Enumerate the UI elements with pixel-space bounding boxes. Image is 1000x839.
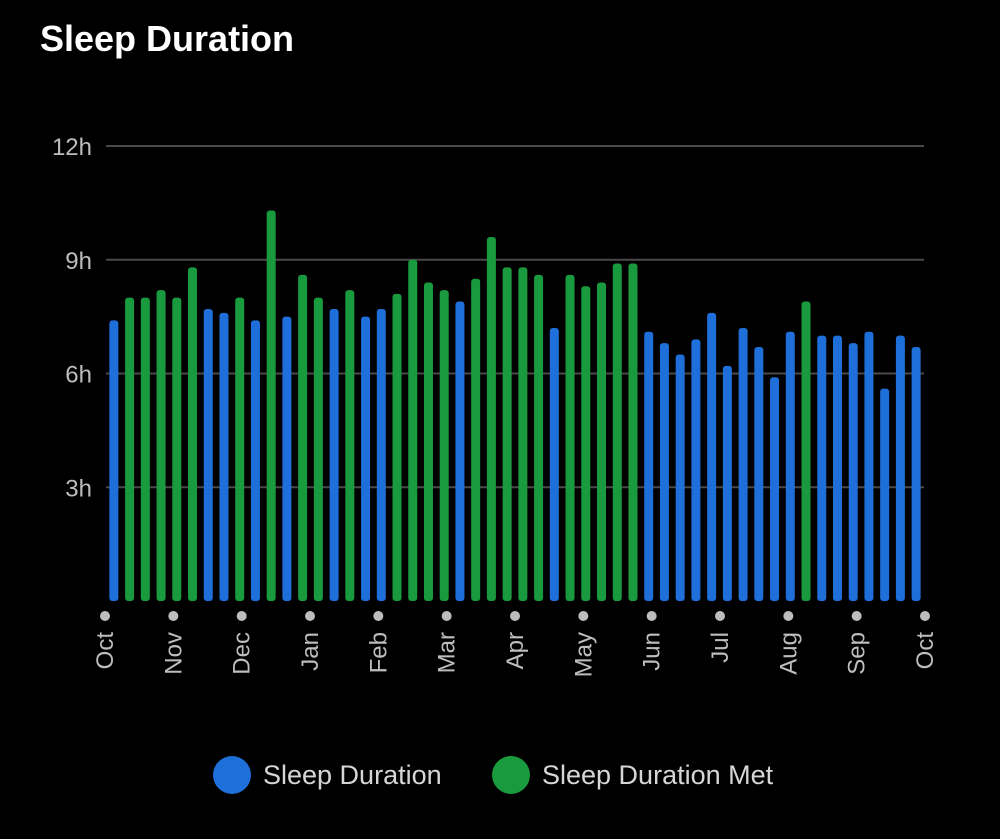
x-tick-label: Sep bbox=[844, 632, 871, 675]
bar-sleep-duration-met[interactable] bbox=[628, 263, 638, 601]
bar-sleep-duration[interactable] bbox=[911, 346, 921, 601]
y-tick-label: 3h bbox=[65, 475, 92, 502]
x-tick-label: Apr bbox=[502, 632, 529, 669]
legend-swatch-sleep-duration bbox=[213, 756, 251, 794]
x-tick-label: Dec bbox=[229, 632, 256, 675]
legend: Sleep Duration Sleep Duration Met bbox=[0, 756, 1000, 802]
x-tick-dot bbox=[373, 611, 384, 621]
x-tick-dot bbox=[920, 611, 930, 621]
x-tick-dot bbox=[100, 611, 110, 621]
x-tick-label: Feb bbox=[365, 632, 392, 673]
bar-sleep-duration-met[interactable] bbox=[518, 267, 528, 601]
bar-sleep-duration-met[interactable] bbox=[345, 290, 355, 601]
x-tick-label: May bbox=[570, 632, 597, 677]
bar-sleep-duration-met[interactable] bbox=[502, 267, 512, 601]
chart-title: Sleep Duration bbox=[40, 18, 295, 59]
bar-sleep-duration[interactable] bbox=[376, 309, 386, 601]
bar-sleep-duration-met[interactable] bbox=[188, 267, 198, 601]
bar-sleep-duration[interactable] bbox=[361, 316, 371, 601]
bar-sleep-duration-met[interactable] bbox=[423, 282, 433, 602]
x-tick-label: Jan bbox=[297, 632, 324, 671]
bar-sleep-duration[interactable] bbox=[219, 312, 229, 601]
x-tick-dot bbox=[236, 611, 247, 621]
x-tick-label: Oct bbox=[92, 632, 119, 670]
bar-sleep-duration-met[interactable] bbox=[612, 263, 622, 601]
legend-item-sleep-duration-met[interactable]: Sleep Duration Met bbox=[492, 756, 773, 794]
x-tick-dot bbox=[510, 611, 520, 621]
legend-label-sleep-duration-met: Sleep Duration Met bbox=[542, 759, 774, 790]
x-tick-label: Jun bbox=[639, 632, 666, 671]
x-tick-label: Nov bbox=[160, 632, 187, 675]
bar-sleep-duration-met[interactable] bbox=[156, 290, 166, 601]
bar-sleep-duration[interactable] bbox=[675, 354, 685, 601]
bar-sleep-duration-met[interactable] bbox=[581, 286, 591, 601]
bar-sleep-duration-met[interactable] bbox=[392, 293, 402, 601]
legend-item-sleep-duration[interactable]: Sleep Duration bbox=[213, 756, 442, 794]
bar-sleep-duration-met[interactable] bbox=[313, 297, 323, 601]
x-tick-label: Mar bbox=[434, 632, 461, 673]
x-tick-dot bbox=[578, 611, 589, 621]
bar-sleep-duration-met[interactable] bbox=[266, 210, 276, 602]
bar-sleep-duration[interactable] bbox=[817, 335, 827, 601]
y-tick-label: 12h bbox=[52, 134, 92, 161]
x-axis: Oct Nov Dec Jan Feb Mar Apr May Jun Jul Aug Sep Oct bbox=[92, 611, 939, 677]
bar-sleep-duration-met[interactable] bbox=[408, 259, 418, 601]
x-tick-label: Jul bbox=[707, 632, 734, 663]
x-tick-dot bbox=[783, 611, 794, 621]
bar-sleep-duration-met[interactable] bbox=[298, 274, 308, 601]
bar-sleep-duration-met[interactable] bbox=[235, 297, 245, 601]
bar-sleep-duration[interactable] bbox=[691, 339, 701, 601]
bar-sleep-duration[interactable] bbox=[770, 377, 780, 601]
bar-sleep-duration[interactable] bbox=[644, 331, 654, 601]
bar-sleep-duration[interactable] bbox=[282, 316, 292, 601]
bar-sleep-duration[interactable] bbox=[832, 335, 842, 601]
bars bbox=[109, 210, 921, 602]
bar-sleep-duration[interactable] bbox=[722, 365, 732, 601]
x-tick-dot bbox=[851, 611, 862, 621]
legend-swatch-sleep-duration-met bbox=[492, 756, 530, 794]
sleep-duration-chart: 3h 6h 9h 12h Oct Nov Dec Jan Feb Mar Apr May Jun Jul… bbox=[52, 134, 939, 677]
bar-sleep-duration[interactable] bbox=[738, 328, 748, 601]
bar-sleep-duration[interactable] bbox=[455, 301, 465, 601]
bar-sleep-duration[interactable] bbox=[659, 343, 669, 601]
bar-sleep-duration[interactable] bbox=[848, 343, 858, 601]
y-tick-label: 6h bbox=[65, 362, 92, 389]
bar-sleep-duration-met[interactable] bbox=[534, 274, 544, 601]
bar-sleep-duration[interactable] bbox=[864, 331, 874, 601]
bar-sleep-duration[interactable] bbox=[754, 346, 764, 601]
x-tick-dot bbox=[441, 611, 452, 621]
bar-sleep-duration-met[interactable] bbox=[597, 282, 607, 602]
bar-sleep-duration[interactable] bbox=[549, 328, 559, 601]
bar-sleep-duration-met[interactable] bbox=[801, 301, 811, 601]
bar-sleep-duration[interactable] bbox=[203, 309, 213, 601]
bar-sleep-duration[interactable] bbox=[880, 388, 890, 601]
x-tick-dot bbox=[305, 611, 315, 621]
x-tick-dot bbox=[168, 611, 179, 621]
bar-sleep-duration[interactable] bbox=[109, 320, 119, 601]
x-tick-dot bbox=[715, 611, 725, 621]
bar-sleep-duration[interactable] bbox=[250, 320, 260, 601]
x-tick-dot bbox=[646, 611, 657, 621]
bar-sleep-duration-met[interactable] bbox=[140, 297, 150, 601]
bar-sleep-duration-met[interactable] bbox=[125, 297, 135, 601]
bar-sleep-duration-met[interactable] bbox=[172, 297, 182, 601]
bar-sleep-duration[interactable] bbox=[707, 312, 717, 601]
y-tick-label: 9h bbox=[65, 248, 92, 275]
bar-sleep-duration[interactable] bbox=[329, 309, 339, 601]
x-tick-label: Aug bbox=[775, 632, 802, 675]
bar-sleep-duration-met[interactable] bbox=[486, 237, 496, 601]
bar-sleep-duration-met[interactable] bbox=[439, 290, 449, 601]
bar-sleep-duration[interactable] bbox=[895, 335, 905, 601]
bar-sleep-duration-met[interactable] bbox=[471, 278, 481, 601]
bar-sleep-duration-met[interactable] bbox=[565, 274, 575, 601]
x-tick-label: Oct bbox=[912, 632, 939, 670]
bar-sleep-duration[interactable] bbox=[785, 331, 795, 601]
legend-label-sleep-duration: Sleep Duration bbox=[263, 759, 442, 790]
